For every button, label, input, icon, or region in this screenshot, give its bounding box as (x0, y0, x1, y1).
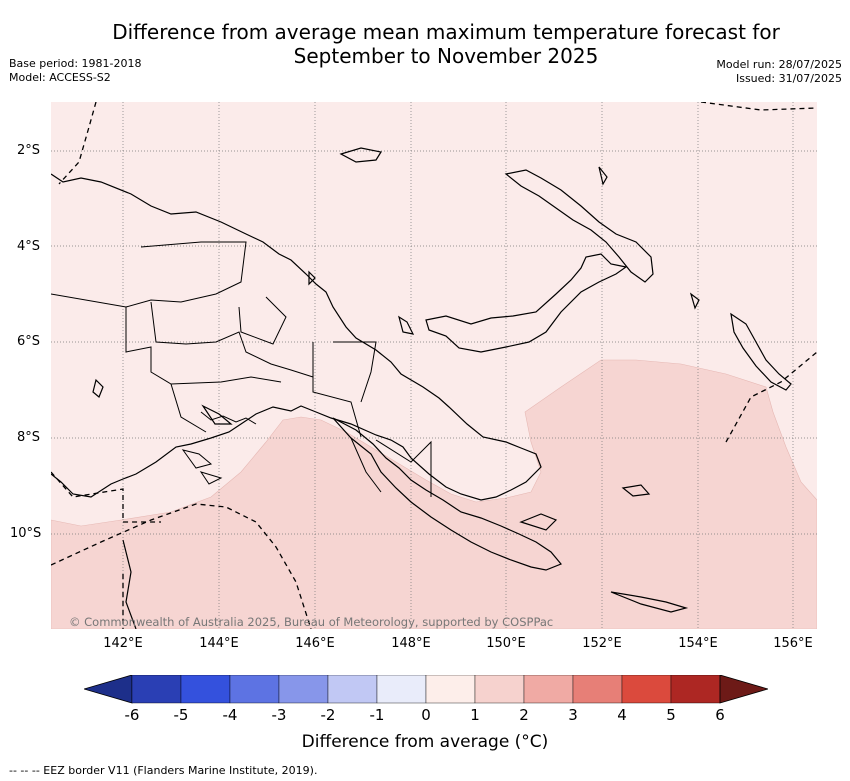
papuan-peninsula (332, 417, 562, 571)
small-island-5 (201, 404, 233, 425)
lat-label-4s: 4°S (17, 239, 41, 254)
colorbar-bin-2 (180, 674, 231, 704)
small-island-2 (398, 315, 415, 335)
colorbar-tick: -2 (320, 706, 336, 724)
new-guinea-coast (51, 173, 542, 501)
base-period: Base period: 1981-2018 (9, 57, 142, 70)
bougainville (730, 312, 792, 391)
model-run: Model run: 28/07/2025 (716, 58, 842, 71)
lon-label-152e: 152°E (582, 636, 622, 651)
new-britain (425, 253, 628, 353)
colorbar-bin-6 (376, 674, 427, 704)
lon-label-148e: 148°E (391, 636, 431, 651)
colorbar-tick: -1 (369, 706, 385, 724)
colorbar-bin-11 (621, 674, 672, 704)
louisiade-archipelago (610, 591, 689, 613)
colorbar-tick: -6 (124, 706, 140, 724)
copyright-notice: © Commonwealth of Australia 2025, Bureau… (69, 615, 554, 629)
cape-york-coast (122, 539, 137, 629)
lat-label-10s: 10°S (10, 526, 42, 541)
colorbar-tick: 0 (421, 706, 431, 724)
lat-label-2s: 2°S (17, 143, 41, 158)
issued-date: Issued: 31/07/2025 (735, 72, 842, 85)
lon-label-144e: 144°E (199, 636, 239, 651)
colorbar-bin-4 (278, 674, 329, 704)
lon-label-154e: 154°E (678, 636, 718, 651)
colorbar-tick: 1 (470, 706, 480, 724)
colorbar-bin-9 (523, 674, 574, 704)
colorbar-label: Difference from average (°C) (301, 732, 549, 752)
small-island-4 (689, 292, 700, 310)
meta-right: Model run: 28/07/2025 Issued: 31/07/2025 (716, 58, 842, 86)
lat-label-6s: 6°S (17, 334, 41, 349)
meta-left: Base period: 1981-2018 Model: ACCESS-S2 (9, 57, 141, 85)
woodlark-island (621, 484, 651, 497)
colorbar-bin-8 (474, 674, 525, 704)
colorbar-tick: 5 (666, 706, 676, 724)
lon-label-142e: 142°E (103, 636, 143, 651)
title-line-2: September to November 2025 (293, 44, 599, 68)
colorbar-bin-3 (229, 674, 280, 704)
colorbar-bin-1 (131, 674, 182, 704)
colorbar-bin-7 (425, 674, 476, 704)
colorbar-tick: -5 (173, 706, 189, 724)
model-name: Model: ACCESS-S2 (9, 71, 111, 84)
small-island-1 (308, 270, 316, 286)
lon-label-146e: 146°E (295, 636, 335, 651)
lon-label-156e: 156°E (773, 636, 813, 651)
lat-label-8s: 8°S (17, 430, 41, 445)
colorbar-bin-10 (572, 674, 623, 704)
manus-island (339, 147, 382, 163)
chart-title: Difference from average mean maximum tem… (90, 20, 802, 68)
eez-border (51, 102, 817, 629)
reef-cluster (181, 411, 257, 485)
lake-murray (92, 378, 104, 398)
new-ireland (504, 169, 654, 283)
colorbar-tick: -4 (222, 706, 238, 724)
graticule (51, 102, 817, 629)
colorbar-bin-5 (327, 674, 378, 704)
title-line-1: Difference from average mean maximum tem… (112, 20, 780, 44)
forecast-map (51, 102, 817, 629)
colorbar-bin-12 (670, 674, 721, 704)
small-island-3 (598, 166, 608, 186)
province-borders (51, 241, 432, 497)
colorbar-tick: 3 (568, 706, 578, 724)
colorbar-high-extend (719, 674, 770, 704)
coastlines (51, 147, 792, 629)
colorbar-tick: -3 (271, 706, 287, 724)
lon-label-150e: 150°E (486, 636, 526, 651)
eez-footnote: -- -- -- EEZ border V11 (Flanders Marine… (9, 764, 318, 777)
map-canvas (51, 102, 817, 629)
colorbar-tick: 4 (617, 706, 627, 724)
colorbar-svg (82, 674, 770, 704)
colorbar-low-extend (82, 674, 133, 704)
colorbar-tick: 2 (519, 706, 529, 724)
colorbar (82, 674, 770, 709)
dentrecasteaux-islands (519, 513, 558, 531)
colorbar-tick: 6 (715, 706, 725, 724)
